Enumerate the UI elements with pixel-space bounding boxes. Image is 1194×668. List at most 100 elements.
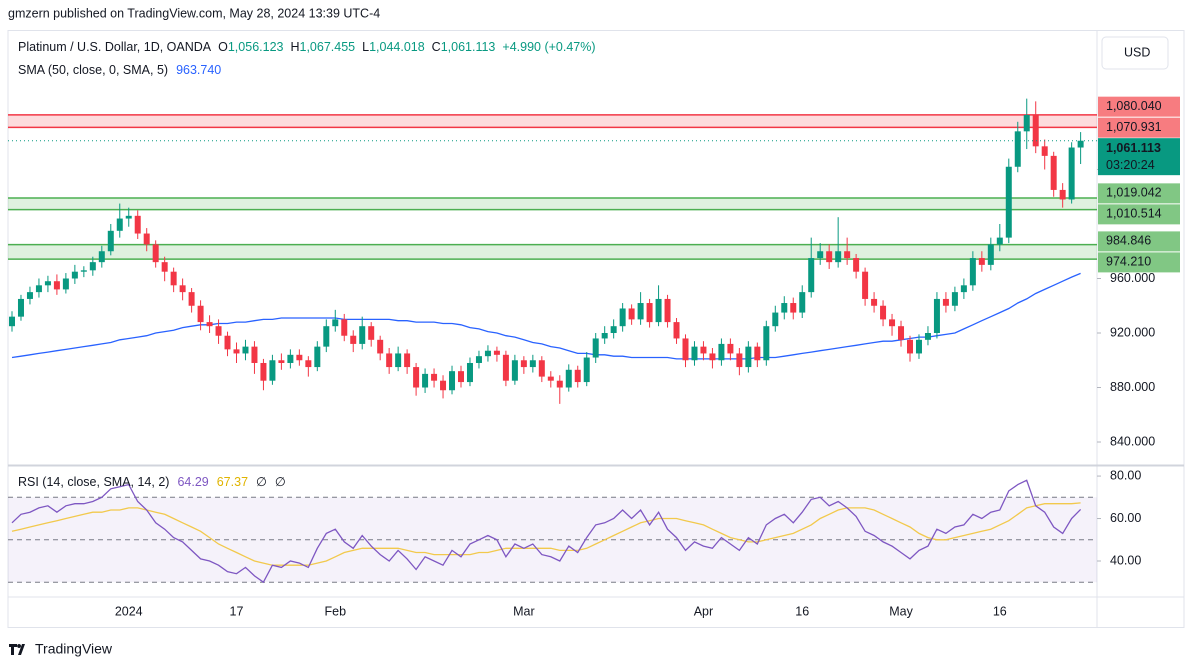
- candle-body: [314, 346, 321, 368]
- ohlc-key: O: [218, 40, 228, 54]
- x-tick-label: 2024: [115, 604, 143, 618]
- zone-label-box: [1098, 252, 1180, 273]
- candle-body: [188, 292, 195, 306]
- rsi-tick-label: 60.00: [1110, 511, 1141, 525]
- candle-body: [574, 369, 581, 383]
- rsi-value: 64.29: [177, 475, 208, 489]
- zone-label-box: [1098, 96, 1180, 117]
- candle-body: [197, 305, 204, 323]
- ohlc-value: 1,044.018: [369, 40, 425, 54]
- candle-body: [790, 303, 797, 313]
- candle-body: [610, 326, 617, 334]
- candle-body: [987, 244, 994, 265]
- candle-body: [951, 292, 958, 306]
- rsi-ma-line: [11, 502, 1081, 566]
- candle-body: [799, 292, 806, 313]
- candle-body: [996, 237, 1003, 245]
- chart-frame: [7, 30, 1185, 628]
- candle-body: [359, 326, 366, 344]
- candle-body: [960, 285, 967, 293]
- candle-body: [224, 335, 231, 350]
- candle-body: [26, 292, 33, 299]
- zone-label-box: [1098, 231, 1180, 252]
- x-tick-label: Apr: [694, 604, 713, 618]
- candle-body: [125, 215, 132, 219]
- candle-body: [691, 346, 698, 361]
- candle-body: [556, 380, 563, 388]
- candle-body: [449, 371, 456, 391]
- overlay: Platinum / U.S. Dollar, 1D, OANDA O1,056.…: [18, 40, 1180, 618]
- currency-label: USD: [1124, 45, 1150, 59]
- rsi-ma-value: 67.37: [217, 475, 248, 489]
- zone-label: 1,070.931: [1106, 120, 1162, 134]
- candle-body: [1023, 114, 1030, 132]
- candle-body: [1041, 146, 1048, 156]
- candle-body: [422, 373, 429, 388]
- candle-body: [170, 271, 177, 286]
- candle-body: [269, 360, 276, 381]
- candle-body: [1014, 131, 1021, 167]
- price-pane: [8, 98, 1097, 404]
- candle-body: [260, 362, 267, 381]
- candle-body: [673, 322, 680, 339]
- candle-body: [709, 353, 716, 361]
- candle-body: [736, 353, 743, 368]
- candle-body: [287, 354, 294, 363]
- candle-body: [368, 326, 375, 340]
- candle-body: [44, 281, 51, 286]
- rsi-tick-label: 40.00: [1110, 553, 1141, 567]
- candle-body: [871, 298, 878, 306]
- candle-body: [853, 258, 860, 272]
- x-tick-label: Mar: [513, 604, 535, 618]
- candle-body: [332, 319, 339, 327]
- candle-body: [458, 371, 464, 383]
- candle-body: [826, 251, 833, 263]
- y-tick-label: 920.000: [1110, 325, 1155, 339]
- candle-body: [502, 354, 509, 381]
- candle-body: [763, 326, 770, 361]
- candle-body: [206, 322, 213, 327]
- candle-body: [71, 271, 78, 279]
- candle-body: [386, 353, 393, 368]
- rsi-extra: ∅: [256, 475, 267, 489]
- rsi-pane: [8, 479, 1097, 584]
- candle-body: [718, 343, 725, 361]
- zone-label: 1,080.040: [1106, 99, 1162, 113]
- candle-body: [251, 346, 258, 363]
- countdown-label: 03:20:24: [1106, 158, 1155, 172]
- ohlc-value: 1,067.455: [300, 40, 356, 54]
- zone-label: 1,010.514: [1106, 207, 1162, 221]
- x-tick-label: 16: [795, 604, 809, 618]
- candle-body: [1077, 140, 1084, 148]
- candle-body: [1050, 155, 1057, 190]
- last-price-box: [1098, 138, 1180, 176]
- symbol-name: Platinum / U.S. Dollar, 1D, OANDA: [18, 40, 212, 54]
- candle-body: [547, 376, 554, 381]
- candle-body: [924, 333, 931, 340]
- candle-body: [700, 346, 707, 354]
- candle-body: [9, 316, 15, 327]
- rsi-extra: ∅: [275, 475, 286, 489]
- candle-body: [889, 319, 896, 327]
- y-tick-label: 840.000: [1110, 434, 1155, 448]
- candle-body: [969, 258, 976, 286]
- zone-label-box: [1098, 117, 1180, 138]
- candle-body: [942, 298, 949, 306]
- candle-body: [529, 360, 536, 368]
- candle-body: [475, 356, 482, 363]
- candle-body: [844, 251, 851, 259]
- candle-body: [1068, 147, 1075, 200]
- candle-body: [637, 303, 644, 320]
- candle-body: [933, 298, 940, 334]
- candle-body: [296, 354, 303, 361]
- candle-body: [781, 303, 788, 313]
- currency-button[interactable]: [1101, 36, 1169, 70]
- x-tick-label: Feb: [325, 604, 347, 618]
- candle-body: [377, 339, 384, 354]
- candle-body: [772, 312, 779, 327]
- candle-body: [646, 303, 653, 323]
- sma-name: SMA (50, close, 0, SMA, 5): [18, 63, 168, 77]
- candle-body: [655, 298, 662, 323]
- candle-body: [53, 281, 60, 290]
